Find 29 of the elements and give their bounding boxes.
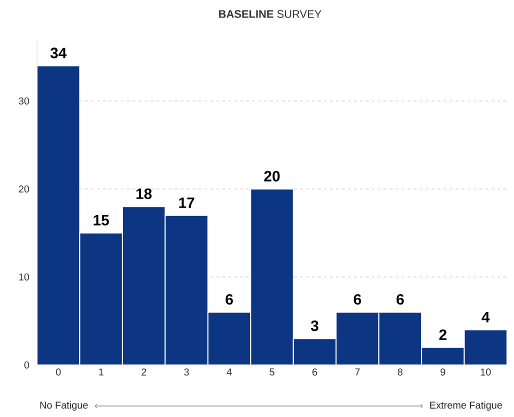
data-label: 17 [179, 198, 194, 208]
x-tick-label: 6 [312, 368, 318, 376]
x-tick-label: 3 [184, 368, 189, 376]
data-label: 6 [226, 294, 233, 305]
chart-title: BASELINE SURVEY [219, 10, 322, 18]
x-tick-label: 4 [226, 368, 232, 376]
data-label: 6 [354, 294, 362, 305]
text: No Fatigue [40, 401, 88, 411]
x-tick-label: 1 [99, 368, 104, 376]
y-tick-label: 30 [18, 97, 30, 105]
x-tick-label: 8 [398, 368, 403, 376]
data-label: 20 [264, 170, 280, 182]
data-label: 4 [482, 312, 490, 322]
x-tick-label: 10 [480, 368, 491, 376]
x-tick-label: 5 [270, 368, 274, 376]
data-label: 2 [439, 329, 446, 340]
x-tick-label: 9 [440, 368, 446, 376]
data-label: 15 [94, 215, 109, 226]
x-tick-label: 7 [355, 368, 360, 376]
y-tick-label: 20 [18, 185, 30, 193]
data-label: 6 [396, 294, 404, 305]
y-tick-label: 0 [24, 361, 30, 369]
x-tick-label: 0 [56, 368, 61, 376]
text: Extreme Fatigue [430, 401, 502, 411]
data-label: 34 [50, 48, 67, 58]
data-label: 3 [310, 320, 318, 332]
y-tick-label: 10 [19, 273, 30, 281]
x-tick-label: 2 [142, 368, 146, 376]
data-label: 18 [136, 188, 152, 200]
